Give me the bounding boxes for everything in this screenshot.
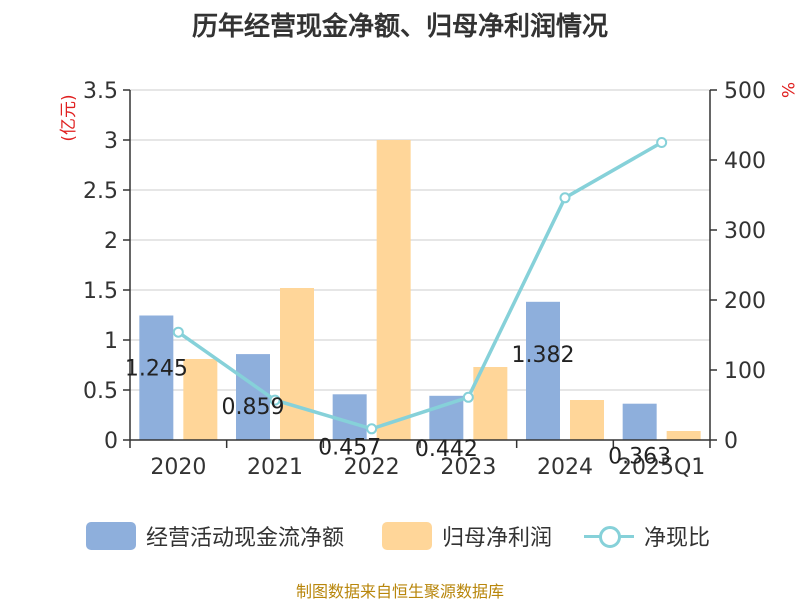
data-label-cash: 0.363 <box>608 445 671 470</box>
y-left-tick-label: 1 <box>104 329 118 354</box>
legend-item-profit[interactable]: 归母净利润 <box>382 516 552 556</box>
y-left-tick-label: 2 <box>104 229 118 254</box>
x-tick-label: 2021 <box>247 455 303 480</box>
legend-label-cash: 经营活动现金流净额 <box>146 526 345 551</box>
bar-profit <box>280 288 314 440</box>
x-tick-label: 2022 <box>344 455 400 480</box>
chart-title: 历年经营现金净额、归母净利润情况 <box>191 12 608 42</box>
y-left-tick-label: 0 <box>104 429 118 454</box>
y-right-tick-label: 200 <box>724 289 766 314</box>
y-left-tick-label: 0.5 <box>83 379 118 404</box>
line-ratio <box>177 140 663 431</box>
y-right-tick-label: 300 <box>724 219 766 244</box>
point-ratio <box>366 423 378 435</box>
y-left-tick-label: 3.5 <box>83 79 118 104</box>
line-layer <box>172 137 668 435</box>
bar-profit <box>666 431 701 440</box>
legend-item-ratio[interactable]: 净现比 <box>584 516 710 556</box>
label-layer: 1.245 0.859 0.457 0.442 1.382 0.363 <box>125 343 671 470</box>
legend-label-ratio: 净现比 <box>644 526 711 551</box>
legend-item-cash[interactable]: 经营活动现金流净额 <box>86 516 344 556</box>
data-label-cash: 1.245 <box>125 357 188 382</box>
bar-cash <box>526 301 560 440</box>
y-left-tick-label: 2.5 <box>83 179 118 204</box>
data-label-cash: 0.442 <box>415 437 478 462</box>
x-tick-label: 2023 <box>440 455 496 480</box>
source-note: 制图数据来自恒生聚源数据库 <box>295 582 504 601</box>
legend-swatch-cash <box>86 522 136 550</box>
bar-profit <box>183 359 218 440</box>
bar-profit <box>570 400 604 440</box>
data-label-cash: 0.457 <box>318 435 381 460</box>
bar-cash <box>236 354 270 440</box>
point-ratio <box>656 137 668 148</box>
y-axis-right-label: % <box>777 82 797 98</box>
bar-cash <box>622 403 657 440</box>
point-ratio <box>559 192 571 204</box>
x-tick-label: 2020 <box>150 455 206 480</box>
legend-swatch-profit <box>382 522 432 550</box>
y-left-tick-label: 3 <box>104 129 118 154</box>
y-right-tick-label: 0 <box>724 429 738 454</box>
y-right-tick-label: 100 <box>724 359 766 384</box>
point-ratio <box>462 391 474 403</box>
axis-layer: 0 0.5 1 1.5 2 2.5 3 3.5 0 100 200 300 400 500 2020 2021… <box>83 79 766 480</box>
y-right-tick-label: 400 <box>724 149 766 174</box>
data-label-cash: 1.382 <box>512 343 575 368</box>
x-tick-label: 2025Q1 <box>618 455 705 480</box>
point-ratio <box>172 326 184 338</box>
bar-cash <box>139 315 174 440</box>
bar-profit <box>376 140 411 440</box>
point-ratio <box>269 394 281 406</box>
data-label-cash: 0.859 <box>222 395 285 420</box>
y-right-tick-label: 500 <box>724 79 766 104</box>
legend: 经营活动现金流净额 归母净利润 净现比 <box>0 516 800 556</box>
x-tick-label: 2024 <box>537 455 593 480</box>
bar-layer <box>139 140 701 440</box>
y-axis-left-label: (亿元) <box>59 94 79 141</box>
legend-label-profit: 归母净利润 <box>442 526 553 551</box>
y-left-tick-label: 1.5 <box>83 279 118 304</box>
legend-swatch-ratio <box>584 522 634 550</box>
